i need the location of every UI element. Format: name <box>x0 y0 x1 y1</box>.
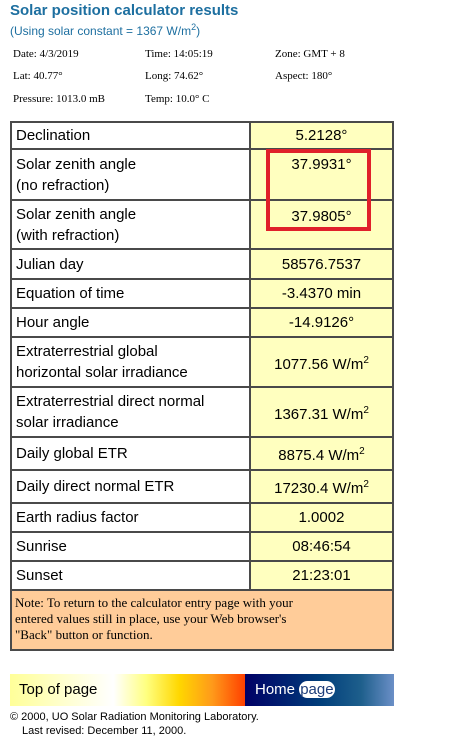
result-value: 1367.31 W/m2 <box>249 386 394 438</box>
result-label-line: Extraterrestrial direct normal <box>16 393 205 410</box>
result-row-sunrise: Sunrise 08:46:54 <box>10 531 394 562</box>
result-label-line: Solar zenith angle <box>16 205 137 223</box>
result-label: Equation of time <box>10 278 251 309</box>
result-row-daily-direct-normal-etr: Daily direct normal ETR 17230.4 W/m2 <box>10 469 394 504</box>
result-value-text: 17230.4 W/m <box>274 480 364 497</box>
results-table: Declination 5.2128° Solar zenith angle (n… <box>10 121 394 651</box>
result-label: Extraterrestrial direct normal solar irra… <box>10 386 251 438</box>
input-aspect: Aspect: 180° <box>275 70 333 82</box>
result-label-line: (with refraction) <box>16 226 120 244</box>
result-value-text: 1077.56 W/m <box>274 355 364 373</box>
subtitle-close: ) <box>196 24 201 38</box>
note-row: Note: To return to the calculator entry … <box>10 589 394 651</box>
home-link-text: Home <box>255 681 296 698</box>
result-row-hour-angle: Hour angle -14.9126° <box>10 307 394 338</box>
result-row-zenith-with-refraction: Solar zenith angle (with refraction) 37.9… <box>10 199 394 250</box>
result-row-etr-direct-normal: Extraterrestrial direct normal solar irra… <box>10 386 394 438</box>
input-date: Date: 4/3/2019 <box>13 48 79 60</box>
page-title: Solar position calculator results <box>10 2 239 19</box>
result-value: 1077.56 W/m2 <box>249 336 394 388</box>
result-label: Earth radius factor <box>10 502 251 533</box>
unit-superscript: 2 <box>363 479 369 490</box>
result-row-earth-radius-factor: Earth radius factor 1.0002 <box>10 502 394 533</box>
result-value-text: 1367.31 W/m <box>274 405 364 423</box>
result-row-julian-day: Julian day 58576.7537 <box>10 248 394 280</box>
page-subtitle: (Using solar constant = 1367 W/m2) <box>10 22 200 38</box>
unit-superscript: 2 <box>363 354 369 366</box>
result-label: Julian day <box>10 248 251 280</box>
result-row-sunset: Sunset 21:23:01 <box>10 560 394 591</box>
result-label: Solar zenith angle (no refraction) <box>10 148 251 201</box>
result-label: Sunset <box>10 560 251 591</box>
note-line: entered values still in place, use your … <box>15 611 287 626</box>
unit-superscript: 2 <box>359 446 365 457</box>
subtitle-superscript: 2 <box>191 22 197 32</box>
result-value: 08:46:54 <box>249 531 394 562</box>
highlight-box <box>266 149 371 231</box>
result-value: -14.9126° <box>249 307 394 338</box>
result-row-etr-global-horizontal: Extraterrestrial global horizontal solar … <box>10 336 394 388</box>
result-label-line: horizontal solar irradiance <box>16 364 188 381</box>
input-latitude: Lat: 40.77° <box>13 70 63 82</box>
note-line: "Back" button or function. <box>15 627 153 642</box>
input-pressure: Pressure: 1013.0 mB <box>13 93 105 105</box>
note-cell: Note: To return to the calculator entry … <box>10 589 394 651</box>
result-label: Declination <box>10 121 251 150</box>
result-label: Solar zenith angle (with refraction) <box>10 199 251 250</box>
result-row-declination: Declination 5.2128° <box>10 121 394 150</box>
result-label: Daily direct normal ETR <box>10 469 251 504</box>
last-revised-text: Last revised: December 11, 2000. <box>22 725 187 737</box>
result-label-line: Extraterrestrial global <box>16 343 158 360</box>
result-value: 21:23:01 <box>249 560 394 591</box>
subtitle-text: (Using solar constant = 1367 W/m <box>10 24 192 38</box>
input-time: Time: 14:05:19 <box>145 48 213 60</box>
page-link-text: page <box>299 681 335 698</box>
copyright-text: © 2000, UO Solar Radiation Monitoring La… <box>10 711 259 723</box>
nav-bar: Top of page Home page <box>10 674 394 706</box>
note-line: Note: To return to the calculator entry … <box>15 595 293 610</box>
unit-superscript: 2 <box>363 404 369 416</box>
result-value: 5.2128° <box>249 121 394 150</box>
home-page-link[interactable]: Home page <box>255 681 335 698</box>
result-label: Sunrise <box>10 531 251 562</box>
result-value: 1.0002 <box>249 502 394 533</box>
input-temperature: Temp: 10.0° C <box>145 93 210 105</box>
input-zone: Zone: GMT + 8 <box>275 48 345 60</box>
result-label: Extraterrestrial global horizontal solar … <box>10 336 251 388</box>
result-label: Hour angle <box>10 307 251 338</box>
result-value: -3.4370 min <box>249 278 394 309</box>
input-longitude: Long: 74.62° <box>145 70 204 82</box>
result-row-daily-global-etr: Daily global ETR 8875.4 W/m2 <box>10 436 394 471</box>
result-label-line: (no refraction) <box>16 176 110 194</box>
result-label-line: solar irradiance <box>16 414 119 431</box>
result-row-equation-of-time: Equation of time -3.4370 min <box>10 278 394 309</box>
result-value-text: 8875.4 W/m <box>278 447 360 464</box>
result-label-line: Solar zenith angle <box>16 155 137 173</box>
result-value: 58576.7537 <box>249 248 394 280</box>
top-of-page-link[interactable]: Top of page <box>19 681 98 698</box>
nav-top-gradient: Top of page <box>10 674 245 706</box>
nav-home-gradient: Home page <box>245 674 394 706</box>
result-value: 17230.4 W/m2 <box>249 469 394 504</box>
result-label: Daily global ETR <box>10 436 251 471</box>
result-value: 8875.4 W/m2 <box>249 436 394 471</box>
result-row-zenith-no-refraction: Solar zenith angle (no refraction) 37.993… <box>10 148 394 201</box>
